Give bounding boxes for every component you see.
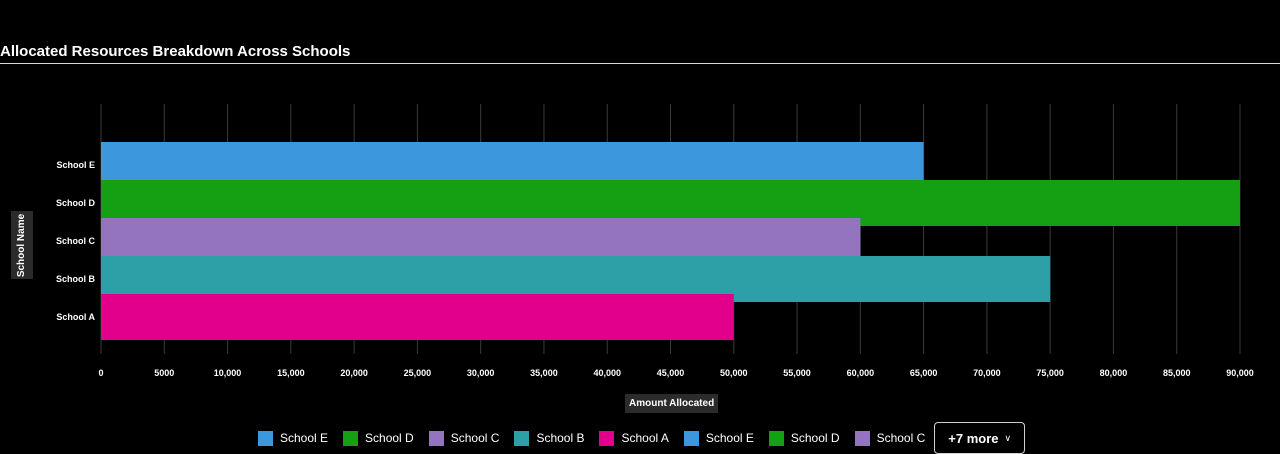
legend-item[interactable]: School E bbox=[683, 430, 754, 446]
legend-swatch bbox=[258, 430, 273, 446]
legend-swatch bbox=[683, 430, 699, 446]
x-tick-label: 35,000 bbox=[530, 368, 558, 378]
legend-label: School E bbox=[705, 431, 754, 445]
legend-swatch bbox=[854, 430, 870, 446]
legend-swatch bbox=[343, 430, 359, 446]
x-tick-label: 30,000 bbox=[467, 368, 495, 378]
legend-item[interactable]: School C bbox=[428, 430, 500, 446]
legend-more-button[interactable]: +7 more ∨ bbox=[934, 422, 1026, 454]
y-tick-label: School D bbox=[56, 198, 96, 208]
legend-label: School B bbox=[536, 431, 585, 445]
legend-swatch bbox=[599, 430, 615, 446]
y-tick-label: School B bbox=[56, 274, 96, 284]
x-tick-label: 70,000 bbox=[973, 368, 1001, 378]
x-tick-label: 45,000 bbox=[657, 368, 685, 378]
legend-swatch bbox=[428, 430, 444, 446]
chevron-down-icon: ∨ bbox=[1004, 432, 1012, 443]
x-tick-label: 75,000 bbox=[1036, 368, 1064, 378]
x-tick-label: 25,000 bbox=[404, 368, 432, 378]
x-tick-label: 90,000 bbox=[1226, 368, 1254, 378]
x-tick-label: 0 bbox=[98, 368, 103, 378]
x-tick-label: 15,000 bbox=[277, 368, 305, 378]
x-tick-label: 40,000 bbox=[593, 368, 621, 378]
x-tick-label: 65,000 bbox=[910, 368, 938, 378]
legend-label: School C bbox=[450, 431, 500, 445]
legend-swatch bbox=[768, 430, 784, 446]
legend-item[interactable]: School E bbox=[258, 430, 329, 446]
x-axis-label: Amount Allocated bbox=[625, 394, 719, 413]
y-tick-label: School C bbox=[56, 236, 96, 246]
x-tick-label: 55,000 bbox=[783, 368, 811, 378]
legend-item[interactable]: School D bbox=[343, 430, 414, 446]
y-tick-label: School A bbox=[56, 312, 95, 322]
y-tick-label: School E bbox=[56, 160, 95, 170]
legend-swatch bbox=[514, 430, 530, 446]
legend-label: School C bbox=[876, 431, 926, 445]
legend-item[interactable]: School D bbox=[768, 430, 840, 446]
chart-title: Allocated Resources Breakdown Across Sch… bbox=[0, 43, 351, 60]
legend-item[interactable]: School C bbox=[854, 430, 926, 446]
x-tick-label: 5000 bbox=[154, 368, 174, 378]
x-tick-label: 60,000 bbox=[847, 368, 875, 378]
x-tick-label: 20,000 bbox=[340, 368, 368, 378]
x-tick-label: 50,000 bbox=[720, 368, 748, 378]
title-divider bbox=[0, 63, 1280, 64]
legend-item[interactable]: School B bbox=[514, 430, 585, 446]
chart-legend: School E School D School C School B School A… bbox=[258, 422, 1026, 454]
x-tick-label: 85,000 bbox=[1163, 368, 1191, 378]
legend-label: School E bbox=[280, 431, 329, 445]
legend-label: School D bbox=[365, 431, 414, 445]
y-axis-label-text: School Name bbox=[16, 213, 28, 277]
legend-label: School A bbox=[621, 431, 669, 445]
y-axis-label: School Name bbox=[11, 211, 33, 279]
legend-label: School D bbox=[790, 431, 840, 445]
x-tick-label: 80,000 bbox=[1100, 368, 1128, 378]
legend-more-label: +7 more bbox=[948, 430, 999, 446]
legend-item[interactable]: School A bbox=[599, 430, 669, 446]
x-tick-label: 10,000 bbox=[214, 368, 242, 378]
bar-school-a bbox=[101, 294, 734, 340]
